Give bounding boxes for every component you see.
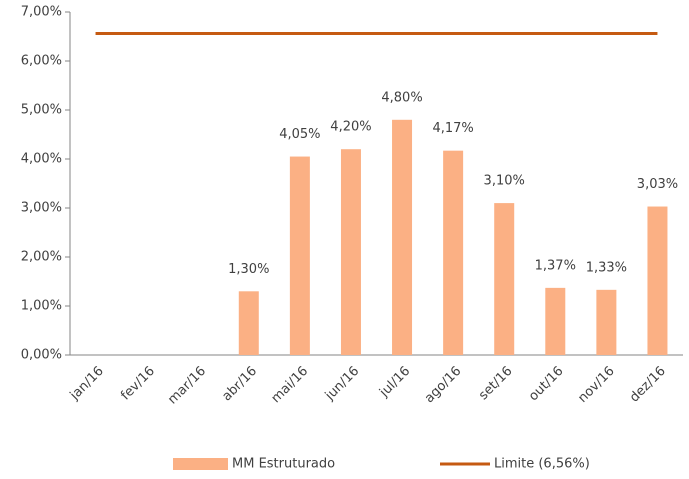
x-tick-label: set/16 [476, 364, 515, 403]
legend-label: Limite (6,56%) [494, 457, 590, 472]
y-tick-label: 3,00% [21, 201, 62, 216]
bar [596, 289, 617, 355]
x-tick-label: dez/16 [627, 364, 669, 406]
bar [289, 156, 310, 355]
y-tick-label: 1,00% [21, 299, 62, 314]
y-tick-label: 2,00% [21, 250, 62, 265]
x-tick-label: nov/16 [575, 364, 617, 406]
data-label: 4,17% [432, 121, 473, 136]
x-tick-label: mar/16 [165, 364, 209, 408]
x-tick-label: abr/16 [219, 364, 260, 405]
x-tick-label: fev/16 [118, 364, 158, 404]
bar [443, 150, 464, 355]
y-tick-label: 0,00% [21, 348, 62, 363]
data-label: 4,05% [279, 127, 320, 142]
bar [340, 149, 361, 355]
data-label: 1,33% [586, 260, 627, 275]
y-tick-label: 5,00% [21, 103, 62, 118]
x-tick-label: mai/16 [269, 364, 312, 407]
x-tick-label: ago/16 [422, 364, 464, 406]
data-label: 3,03% [637, 177, 678, 192]
data-label: 1,30% [228, 262, 269, 277]
bar [494, 203, 515, 355]
data-label: 4,80% [381, 90, 422, 105]
legend-swatch [173, 458, 228, 470]
y-tick-label: 7,00% [21, 5, 62, 20]
x-tick-label: out/16 [526, 364, 566, 404]
x-tick-label: jun/16 [322, 364, 362, 404]
bar [238, 291, 259, 355]
data-label: 1,37% [535, 258, 576, 273]
data-label: 3,10% [484, 174, 525, 189]
x-tick-label: jul/16 [376, 364, 413, 401]
bar [647, 206, 668, 355]
data-label: 4,20% [330, 120, 371, 135]
bar [545, 287, 566, 355]
bar [392, 119, 413, 355]
y-tick-label: 6,00% [21, 54, 62, 69]
x-tick-label: jan/16 [67, 364, 107, 404]
legend-label: MM Estruturado [232, 457, 335, 472]
y-tick-label: 4,00% [21, 152, 62, 167]
